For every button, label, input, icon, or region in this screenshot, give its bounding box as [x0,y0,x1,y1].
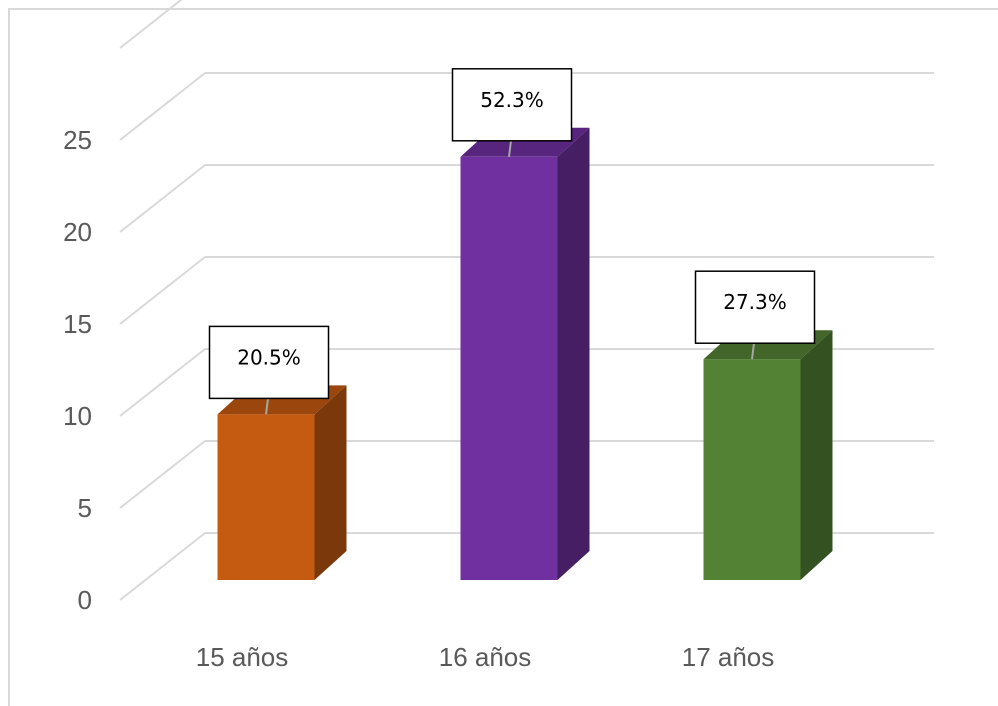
data-label-0: 20.5% [237,345,301,369]
y-tick-label-5: 5 [78,493,92,523]
bar-side-0 [314,385,347,580]
x-category-label-0: 15 años [196,642,289,672]
leader-line-0 [265,398,269,415]
y-tick-label-20: 20 [63,217,92,247]
bar-2 [703,359,801,580]
data-label-2: 27.3% [723,290,787,314]
bar-1 [460,156,558,581]
grid-depth-line-0 [119,532,206,601]
grid-depth-line-10 [119,348,206,417]
grid-depth-line-15 [119,256,206,325]
data-label-1: 52.3% [480,88,544,112]
x-category-label-2: 17 años [682,642,775,672]
bar-side-1 [557,127,590,581]
y-tick-label-0: 0 [78,585,92,615]
bar-0 [217,414,315,580]
grid-depth-line-top [119,0,183,49]
y-tick-label-15: 15 [63,309,92,339]
leader-line-1 [508,140,512,157]
grid-depth-line-20 [119,164,206,233]
bar-side-2 [800,330,833,580]
data-label-box-0 [208,325,330,400]
grid-depth-line-5 [119,440,206,509]
leader-line-2 [751,343,755,360]
grid-depth-line-25 [119,72,206,141]
y-tick-label-25: 25 [63,125,92,155]
data-label-box-1 [451,68,573,142]
y-tick-label-10: 10 [63,401,92,431]
chart-frame [8,8,998,706]
data-label-box-2 [694,270,816,344]
x-category-label-1: 16 años [439,642,532,672]
